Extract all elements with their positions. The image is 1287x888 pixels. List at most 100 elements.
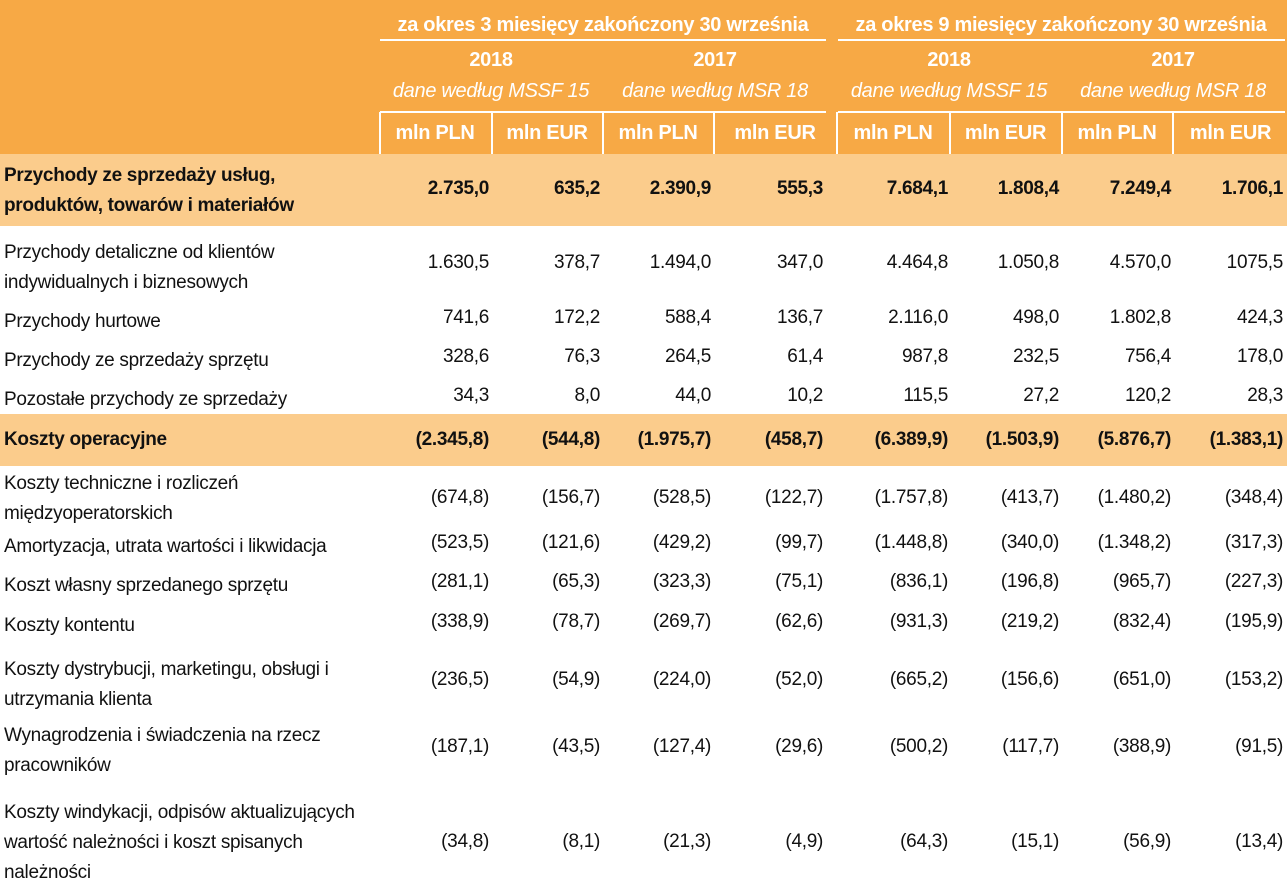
- header-separator: [491, 112, 493, 154]
- cell-value: (269,7): [652, 611, 711, 632]
- header-separator: [379, 112, 381, 154]
- year-col-1: 2018: [469, 49, 513, 71]
- cell-value: (544,8): [541, 429, 600, 450]
- cell-value: 61,4: [787, 346, 823, 367]
- cell-value: (8,1): [562, 831, 600, 852]
- cell-value: 34,3: [453, 385, 489, 406]
- standard-col-2: dane według MSR 18: [622, 80, 808, 102]
- cell-value: 1.706,1: [1221, 178, 1284, 199]
- cell-value: 4.570,0: [1109, 252, 1172, 273]
- cell-value: (43,5): [552, 736, 600, 757]
- cell-value: (34,8): [441, 831, 489, 852]
- table-row: Przychody hurtowe 741,6 172,2 588,4 136,7 2.1…: [0, 302, 1287, 341]
- cell-value: (64,3): [900, 831, 948, 852]
- cell-value: (1.448,8): [874, 532, 949, 553]
- cell-value: 2.390,9: [649, 178, 712, 199]
- table-row: Koszty techniczne i rozliczeń międzyoper…: [0, 466, 1287, 530]
- cell-value: (127,4): [652, 736, 711, 757]
- table-row: Koszty kontentu (338,9) (78,7) (269,7) (62,6…: [0, 609, 1287, 652]
- cell-value: (500,2): [889, 736, 948, 757]
- table-row: Koszty dystrybucji, marketingu, obsługi …: [0, 652, 1287, 718]
- cell-value: (65,3): [552, 571, 600, 592]
- table-row: Amortyzacja, utrata wartości i likwidacj…: [0, 530, 1287, 569]
- cell-value: 635,2: [553, 178, 600, 199]
- row-label: Koszty techniczne i rozliczeń międzyoper…: [4, 473, 239, 524]
- cell-value: 588,4: [664, 307, 711, 328]
- cell-value: (52,0): [775, 669, 823, 690]
- unit-header: mln EUR: [506, 122, 588, 144]
- period-3m-underline: [380, 39, 826, 41]
- cell-value: (195,9): [1224, 611, 1283, 632]
- table-row: Przychody detaliczne od klientów indywid…: [0, 226, 1287, 302]
- cell-value: (29,6): [775, 736, 823, 757]
- cell-value: (5.876,7): [1097, 429, 1172, 450]
- cell-value: 347,0: [776, 252, 823, 273]
- table-row: Wynagrodzenia i świadczenia na rzecz pra…: [0, 718, 1287, 794]
- cell-value: (236,5): [430, 669, 489, 690]
- cell-value: 172,2: [553, 307, 600, 328]
- cell-value: (1.503,9): [985, 429, 1060, 450]
- cell-value: 2.735,0: [427, 178, 490, 199]
- cell-value: (117,7): [1002, 736, 1059, 757]
- unit-header: mln EUR: [964, 122, 1047, 144]
- cell-value: 555,3: [776, 178, 823, 199]
- cell-value: 44,0: [675, 385, 711, 406]
- cell-value: (1.757,8): [874, 487, 949, 508]
- header-separator: [1172, 112, 1174, 154]
- cell-value: 115,5: [903, 385, 948, 406]
- cell-value: (665,2): [889, 669, 948, 690]
- cell-value: (91,5): [1235, 736, 1283, 757]
- period-9m-title: za okres 9 miesięcy zakończony 30 wrześn…: [855, 14, 1267, 36]
- cell-value: (99,7): [775, 532, 823, 553]
- row-label: Koszty kontentu: [4, 615, 135, 636]
- cell-value: 987,8: [901, 346, 948, 367]
- period-3m-title: za okres 3 miesięcy zakończony 30 wrześn…: [397, 14, 809, 36]
- row-label: Amortyzacja, utrata wartości i likwidacj…: [4, 536, 327, 557]
- cell-value: 741,6: [442, 307, 489, 328]
- unit-header: mln EUR: [1189, 122, 1272, 144]
- cell-value: (153,2): [1224, 669, 1283, 690]
- standard-col-4: dane według MSR 18: [1080, 80, 1266, 102]
- row-label: Wynagrodzenia i świadczenia na rzecz pra…: [4, 725, 321, 776]
- cell-value: 498,0: [1012, 307, 1059, 328]
- standard-col-3: dane według MSSF 15: [850, 80, 1048, 102]
- cell-value: (75,1): [775, 571, 823, 592]
- cell-value: 1.630,5: [427, 252, 490, 273]
- cell-value: (196,8): [1000, 571, 1059, 592]
- cell-value: (965,7): [1112, 571, 1171, 592]
- cell-value: 1.494,0: [649, 252, 712, 273]
- cell-value: (413,7): [1000, 487, 1059, 508]
- cell-value: (121,6): [541, 532, 600, 553]
- header-separator: [1061, 112, 1063, 154]
- cell-value: 424,3: [1236, 307, 1283, 328]
- table-row: Przychody ze sprzedaży sprzętu 328,6 76,3 2…: [0, 341, 1287, 380]
- row-label: Pozostałe przychody ze sprzedaży: [4, 389, 287, 410]
- cell-value: 28,3: [1247, 385, 1283, 406]
- cell-value: (187,1): [430, 736, 489, 757]
- cell-value: (62,6): [775, 611, 823, 632]
- row-label: Przychody ze sprzedaży sprzętu: [4, 350, 269, 371]
- cell-value: (219,2): [1000, 611, 1059, 632]
- cell-value: (122,7): [764, 487, 823, 508]
- cell-value: 1.808,4: [997, 178, 1060, 199]
- cell-value: 178,0: [1236, 346, 1283, 367]
- cell-value: 232,5: [1012, 346, 1059, 367]
- cell-value: (1.348,2): [1097, 532, 1172, 553]
- cell-value: (674,8): [430, 487, 489, 508]
- cell-value: (317,3): [1224, 532, 1283, 553]
- cell-value: 7.684,1: [886, 178, 949, 199]
- table-row: Pozostałe przychody ze sprzedaży 34,3 8,0 4…: [0, 380, 1287, 414]
- unit-header: mln PLN: [853, 122, 933, 144]
- header-separator: [602, 112, 604, 154]
- cell-value: (429,2): [652, 532, 711, 553]
- cell-value: (388,9): [1112, 736, 1171, 757]
- cell-value: (348,4): [1224, 487, 1283, 508]
- cell-value: 10,2: [787, 385, 823, 406]
- cell-value: (2.345,8): [415, 429, 490, 450]
- cell-value: 136,7: [776, 307, 823, 328]
- cell-value: 264,5: [664, 346, 711, 367]
- cell-value: 1.802,8: [1109, 307, 1172, 328]
- unit-header: mln PLN: [395, 122, 475, 144]
- row-label: Przychody hurtowe: [4, 311, 161, 332]
